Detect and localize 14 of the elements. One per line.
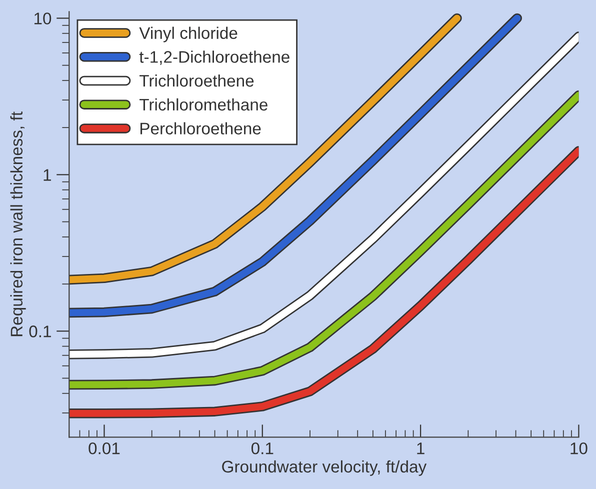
y-tick-label: 1 xyxy=(44,169,51,181)
x-tick-label: 0.1 xyxy=(251,442,274,454)
legend-label: Vinyl chloride xyxy=(139,26,238,42)
y-tick-label: 0.1 xyxy=(29,326,51,338)
x-tick-label: 0.01 xyxy=(88,442,120,454)
legend-label: Trichloromethane xyxy=(140,98,268,111)
y-axis-title: Required iron wall thickness, ft xyxy=(10,112,26,336)
x-axis-title: Groundwater velocity, ft/day xyxy=(222,460,427,476)
legend-label: Trichloroethene xyxy=(140,74,254,87)
legend-label: Perchloroethene xyxy=(140,122,261,134)
x-tick-label: 1 xyxy=(417,442,424,454)
x-tick-label: 10 xyxy=(570,442,588,454)
legend-label: t-1,2-Dichloroethene xyxy=(139,50,290,65)
y-tick-label: 10 xyxy=(34,12,52,24)
